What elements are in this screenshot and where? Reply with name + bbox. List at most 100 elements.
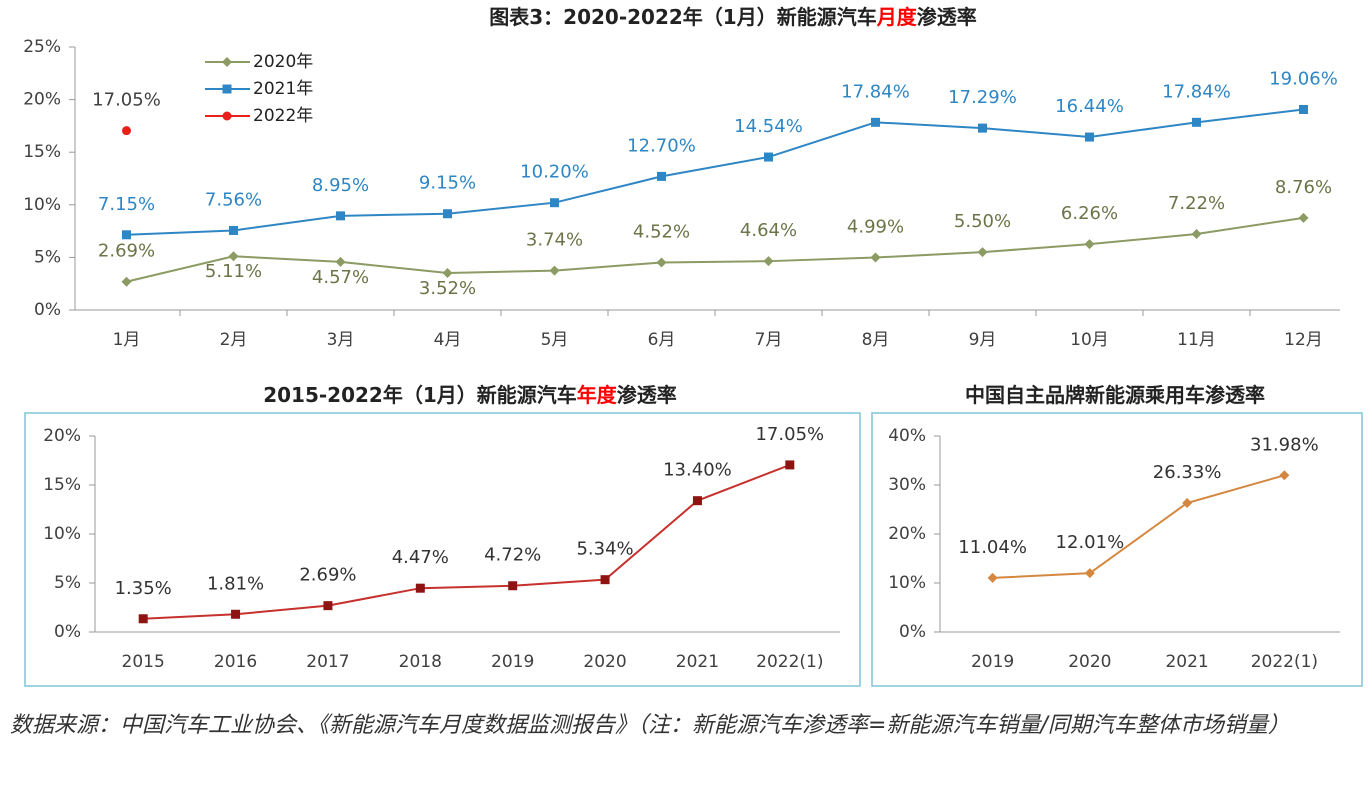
marker [657,171,666,181]
chart-frame [24,412,861,687]
x-tick-label: 2020 [1068,652,1111,672]
value-label: 10.20% [520,162,589,183]
marker [1298,212,1309,223]
title-part: 年度 [577,383,618,407]
marker [785,460,795,470]
y-tick-label: 25% [23,37,61,57]
marker [550,198,559,208]
value-label: 1.35% [115,578,172,599]
marker [231,609,241,619]
y-tick-label: 0% [34,300,61,320]
value-label: 8.76% [1275,177,1332,198]
marker [508,581,518,591]
value-label: 4.72% [484,545,541,566]
value-label: 3.74% [526,230,583,251]
title-part: 渗透率 [917,5,977,29]
marker [122,126,131,136]
y-tick-label: 0% [899,622,926,642]
x-tick-label: 2020 [583,652,626,672]
x-tick-label: 12月 [1284,330,1323,350]
value-label: 3.52% [419,278,476,299]
value-label: 17.05% [755,424,824,445]
marker [1192,117,1201,127]
value-label: 11.04% [958,537,1027,558]
x-tick-label: 2021 [1165,652,1208,672]
legend-marker [222,57,232,67]
chart: 中国自主品牌新能源乘用车渗透率 0% 10% 20% 30% 40% 2019 2020 202… [888,383,1340,672]
chart: 2015-2022年（1月）新能源汽车年度渗透率 0% 5% 10% 15% 20% 201… [43,383,840,672]
marker [336,211,345,221]
x-tick-label: 2019 [971,652,1014,672]
value-label: 19.06% [1269,68,1338,89]
x-tick-label: 2021 [676,652,719,672]
value-label: 4.47% [392,547,449,568]
value-label: 12.70% [627,135,696,156]
value-label: 26.33% [1153,462,1222,483]
x-tick-label: 2015 [122,652,165,672]
title-part: 中国自主品牌新能源乘用车渗透率 [965,383,1265,407]
x-tick-label: 1月 [113,330,141,350]
value-label: 17.29% [948,87,1017,108]
marker [764,152,773,162]
series-line [992,474,1285,579]
title-part: 月度 [876,5,918,29]
marker [1299,104,1308,114]
x-tick-label: 6月 [648,330,676,350]
value-label: 13.40% [663,460,732,481]
value-label: 31.98% [1250,434,1319,455]
marker [1085,132,1094,142]
marker [122,230,131,240]
value-label: 1.81% [207,573,264,594]
title-part: 渗透率 [617,383,677,407]
value-label: 17.84% [841,81,910,102]
x-tick-label: 2022(1) [756,652,823,672]
marker [978,123,987,133]
marker [656,257,667,268]
y-tick-label: 0% [54,622,81,642]
x-tick-label: 8月 [862,330,890,350]
title-part: 图表3：2020-2022年（1月）新能源汽车 [489,5,876,29]
x-tick-label: 9月 [969,330,997,350]
value-label: 7.15% [98,194,155,215]
chart-frame [871,412,1363,687]
chart-title: 中国自主品牌新能源乘用车渗透率 [965,383,1265,407]
legend-marker [222,84,232,94]
y-tick-label: 30% [888,475,926,495]
x-tick-label: 4月 [434,330,462,350]
charts: 图表3：2020-2022年（1月）新能源汽车月度渗透率0%5%10%15%20… [23,5,1363,687]
x-tick-label: 11月 [1177,330,1216,350]
x-tick-label: 2019 [491,652,534,672]
value-label: 5.34% [576,539,633,560]
marker [977,247,988,258]
value-label: 7.56% [205,189,262,210]
marker [228,251,239,262]
y-tick-label: 20% [23,90,61,110]
x-tick-label: 2016 [214,652,257,672]
value-label: 17.05% [92,90,161,111]
marker [763,256,774,267]
chart-title: 2015-2022年（1月）新能源汽车年度渗透率 [263,383,677,407]
value-label: 4.52% [633,221,690,242]
marker [549,265,560,276]
series-line [126,216,1304,283]
marker [121,276,132,287]
marker [692,496,702,506]
y-tick-label: 20% [43,426,81,446]
value-label: 12.01% [1056,532,1125,553]
marker [1182,497,1193,508]
y-tick-label: 10% [43,524,81,544]
marker [600,575,610,585]
marker [229,225,238,235]
series-line [126,108,1304,236]
marker [442,267,453,278]
value-label: 17.84% [1162,81,1231,102]
title-part: 2015-2022年（1月）新能源汽车 [263,383,577,407]
marker [1084,239,1095,250]
x-tick-label: 7月 [755,330,783,350]
y-tick-label: 40% [888,426,926,446]
legend-label: 2021年 [253,79,313,99]
value-label: 2.69% [299,565,356,586]
marker [443,209,452,219]
value-label: 8.95% [312,175,369,196]
